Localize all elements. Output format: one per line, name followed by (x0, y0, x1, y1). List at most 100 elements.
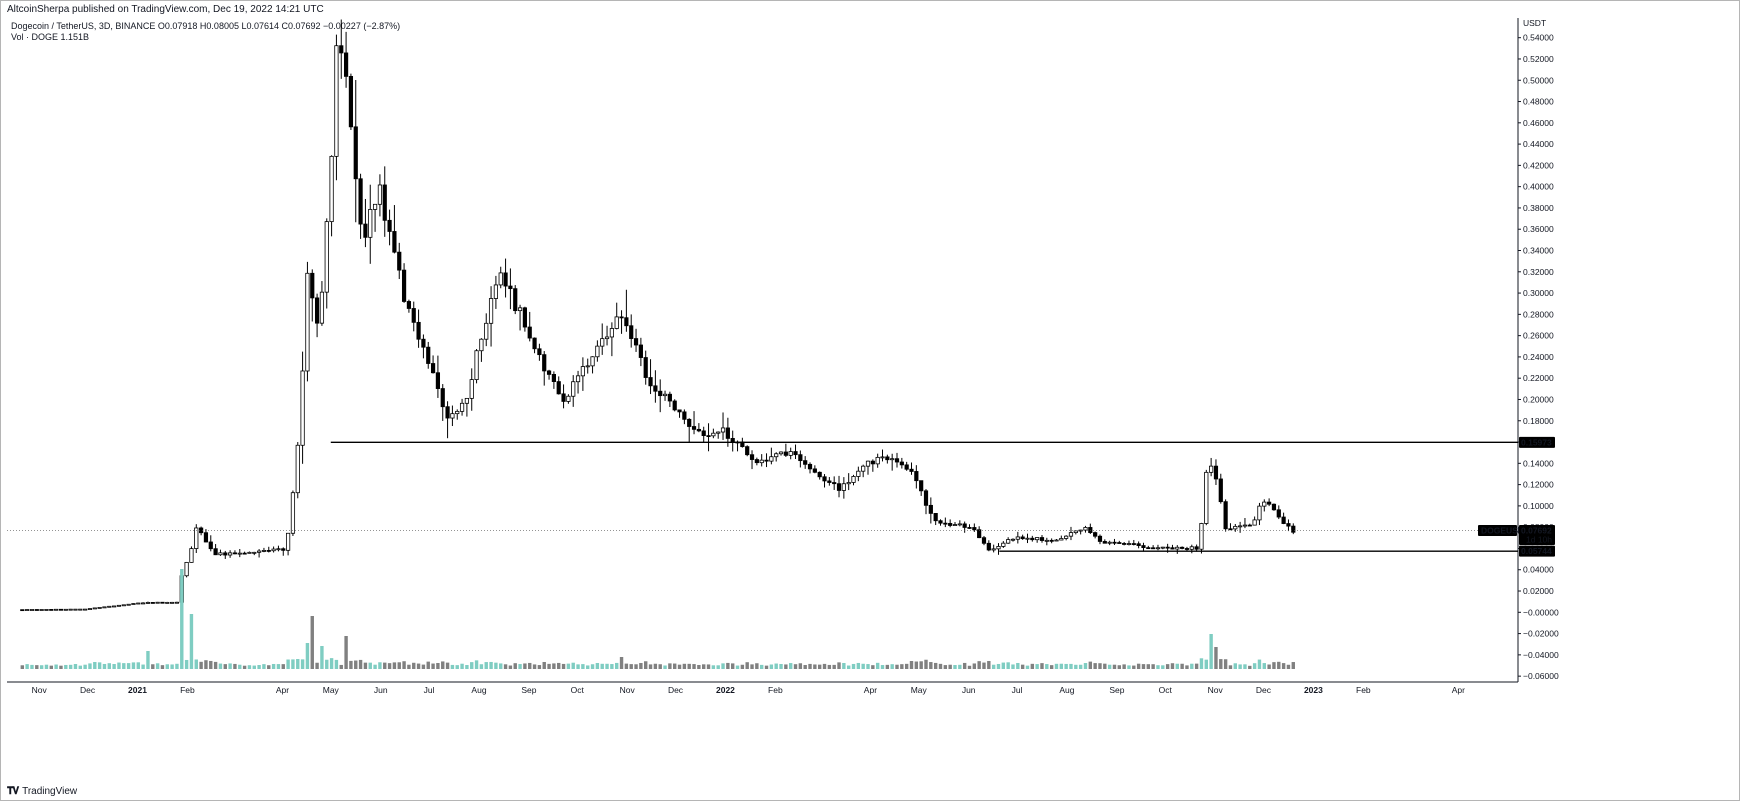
candle-body (1151, 547, 1156, 550)
volume-bar (547, 663, 551, 669)
candle-body (145, 602, 151, 604)
candle-body (633, 338, 639, 346)
volume-bar (431, 663, 435, 669)
candle-body (1233, 525, 1238, 530)
candle-body (590, 356, 595, 367)
volume-bar (44, 664, 49, 669)
volume-bar (1001, 662, 1006, 669)
candle-body (851, 476, 856, 483)
volume-bar (953, 665, 957, 669)
x-tick-label: Sep (521, 685, 536, 695)
volume-bar (218, 663, 223, 669)
candle-body (1218, 478, 1223, 503)
candle-body (875, 456, 880, 465)
y-tick-label: 0.42000 (1523, 160, 1554, 170)
candle-body (749, 454, 755, 460)
volume-bar (151, 664, 155, 669)
candle-body (836, 483, 842, 491)
candle-body (1073, 530, 1078, 534)
candle-body (662, 393, 668, 397)
x-tick-label: Feb (768, 685, 783, 695)
volume-bar (247, 665, 252, 669)
candle-body (1068, 532, 1074, 537)
volume-bar (716, 665, 720, 669)
candle-body (276, 548, 281, 551)
candle-body (358, 178, 363, 225)
volume-bar (866, 664, 870, 669)
volume-bar (1025, 665, 1030, 669)
volume-bar (900, 664, 904, 669)
volume-bar (204, 660, 208, 669)
candle-body (1155, 547, 1161, 550)
candle-body (1030, 537, 1035, 541)
volume-bar (784, 664, 788, 669)
y-tick-label: 0.34000 (1523, 246, 1554, 256)
volume-bar (586, 665, 590, 669)
candle-body (1001, 542, 1006, 547)
volume-bar (624, 663, 629, 669)
volume-bar (552, 663, 556, 669)
footer-brand[interactable]: TradingView (22, 786, 78, 797)
volume-bar (987, 661, 991, 669)
x-tick-label: Dec (80, 685, 96, 695)
candle-body (1117, 542, 1122, 544)
volume-bar (1083, 663, 1088, 669)
volume-bar (474, 660, 479, 669)
volume-bar (740, 664, 745, 669)
volume-bar (827, 664, 832, 669)
volume-bar (126, 663, 131, 669)
candle-body (1276, 509, 1281, 518)
candle-body (827, 480, 832, 483)
volume-bar (20, 665, 25, 669)
candle-body (648, 377, 653, 387)
candle-body (1006, 539, 1011, 544)
tradingview-logo-icon[interactable]: 𝐓𝐕 (7, 786, 19, 797)
candle-body (870, 460, 875, 465)
candle-body (203, 532, 209, 543)
candle-body (1122, 543, 1127, 545)
candle-body (653, 385, 658, 392)
candle-body (266, 550, 271, 552)
candle-body (880, 456, 885, 459)
candle-body (29, 609, 35, 611)
candle-body (392, 231, 397, 253)
footer: 𝐓𝐕 TradingView (7, 786, 77, 797)
x-tick-label: Sep (1109, 685, 1124, 695)
volume-bar (861, 663, 865, 669)
volume-bar (503, 664, 508, 669)
x-tick-label: Apr (276, 685, 289, 695)
volume-bar (107, 663, 111, 669)
candle-body (551, 374, 556, 382)
volume-bar (479, 664, 484, 669)
candle-body (261, 550, 267, 552)
candle-body (435, 372, 441, 389)
candle-body (242, 552, 247, 555)
candle-body (986, 542, 991, 551)
volume-bar (991, 664, 996, 669)
volume-bar (291, 659, 295, 669)
candle-body (116, 604, 122, 607)
volume-bar (320, 646, 324, 669)
candle-body (996, 546, 1001, 550)
volume-bar (813, 664, 817, 669)
volume-bar (54, 664, 58, 669)
volume-bar (532, 664, 537, 669)
volume-bar (518, 664, 522, 669)
candle-body (769, 456, 774, 462)
candle-body (107, 605, 112, 608)
candle-body (1199, 523, 1204, 550)
volume-bar (354, 660, 358, 669)
volume-bar (445, 662, 450, 669)
candle-body (300, 370, 305, 446)
volume-bar (1107, 664, 1112, 669)
volume-bar (755, 663, 759, 669)
candle-body (474, 350, 479, 381)
volume-bar (721, 663, 725, 669)
candle-body (97, 606, 102, 609)
candle-body (894, 458, 900, 463)
volume-bar (407, 664, 411, 669)
candle-body (314, 297, 320, 324)
volume-bar (64, 664, 68, 669)
volume-bar (634, 664, 638, 669)
